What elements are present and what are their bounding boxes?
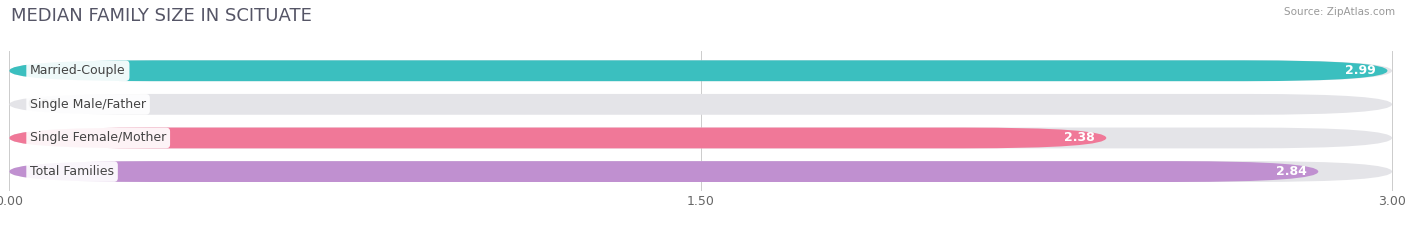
- Text: Married-Couple: Married-Couple: [30, 64, 125, 77]
- FancyBboxPatch shape: [10, 127, 1107, 148]
- FancyBboxPatch shape: [10, 94, 1392, 115]
- FancyBboxPatch shape: [10, 60, 1392, 81]
- Text: Source: ZipAtlas.com: Source: ZipAtlas.com: [1284, 7, 1395, 17]
- Text: 2.84: 2.84: [1275, 165, 1306, 178]
- FancyBboxPatch shape: [10, 161, 1319, 182]
- FancyBboxPatch shape: [10, 127, 1392, 148]
- Text: 2.38: 2.38: [1064, 131, 1095, 144]
- Text: 2.99: 2.99: [1346, 64, 1376, 77]
- Text: MEDIAN FAMILY SIZE IN SCITUATE: MEDIAN FAMILY SIZE IN SCITUATE: [11, 7, 312, 25]
- FancyBboxPatch shape: [10, 161, 1392, 182]
- Text: Total Families: Total Families: [30, 165, 114, 178]
- Text: Single Male/Father: Single Male/Father: [30, 98, 146, 111]
- Text: 0.00: 0.00: [28, 98, 59, 111]
- FancyBboxPatch shape: [10, 60, 1388, 81]
- Text: Single Female/Mother: Single Female/Mother: [30, 131, 166, 144]
